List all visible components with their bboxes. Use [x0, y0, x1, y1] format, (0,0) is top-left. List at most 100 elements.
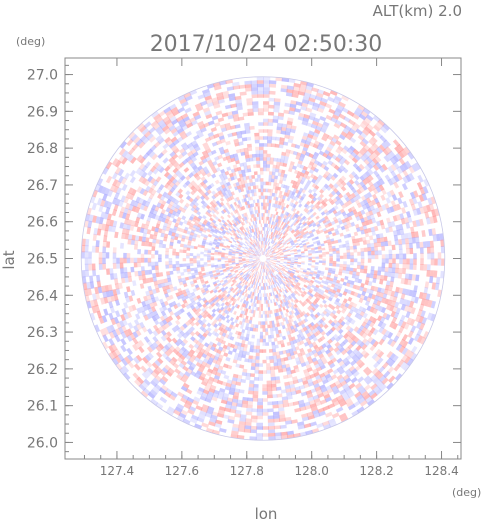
- radar-cell: [264, 265, 266, 269]
- radar-cell: [185, 190, 191, 196]
- radar-cell: [263, 160, 267, 165]
- radar-cell: [297, 264, 301, 267]
- radar-cell: [249, 261, 253, 263]
- radar-cell: [258, 216, 261, 221]
- radar-cell: [163, 233, 169, 239]
- radar-cell: [168, 258, 173, 262]
- radar-cell: [140, 257, 145, 263]
- radar-cell: [307, 221, 312, 226]
- radar-cell: [245, 259, 250, 261]
- radar-cell: [257, 209, 261, 214]
- radar-cell: [282, 248, 286, 251]
- radar-cell: [273, 229, 276, 233]
- radar-cell: [314, 279, 319, 283]
- radar-cell: [307, 250, 312, 253]
- radar-cell: [186, 255, 190, 259]
- radar-cell: [344, 224, 349, 229]
- radar-cell: [377, 242, 382, 247]
- radar-cell: [182, 323, 188, 329]
- radar-cell: [190, 267, 195, 272]
- radar-cell: [232, 297, 236, 302]
- radar-cell: [239, 241, 244, 245]
- radar-cell: [249, 254, 253, 256]
- radar-cell: [278, 276, 282, 280]
- radar-cell: [212, 219, 217, 224]
- radar-cell: [273, 255, 277, 257]
- radar-cell: [282, 202, 286, 207]
- radar-cell: [352, 284, 358, 290]
- radar-cell: [308, 253, 312, 256]
- radar-cell: [347, 215, 353, 221]
- radar-cell: [328, 246, 333, 250]
- radar-cell: [300, 251, 305, 254]
- radar-cell: [293, 299, 298, 304]
- radar-cell: [266, 255, 270, 258]
- radar-cell: [276, 215, 279, 220]
- radar-cell: [265, 253, 268, 256]
- radar-cell: [215, 235, 220, 239]
- radar-cell: [256, 254, 260, 257]
- radar-cell: [318, 254, 323, 257]
- radar-cell: [299, 267, 304, 271]
- radar-cell: [271, 269, 274, 273]
- radar-cell: [247, 230, 250, 235]
- radar-cell: [167, 280, 173, 286]
- radar-cell: [158, 258, 162, 263]
- radar-cell: [273, 362, 279, 367]
- radar-cell: [267, 213, 270, 217]
- radar-cell: [267, 303, 270, 308]
- radar-cell: [263, 265, 265, 269]
- radar-cell: [367, 258, 372, 263]
- radar-cell: [285, 266, 290, 270]
- radar-cell: [272, 164, 277, 169]
- radar-cell: [246, 274, 250, 278]
- radar-cell: [313, 180, 319, 186]
- radar-cell: [297, 190, 302, 196]
- radar-cell: [240, 206, 244, 211]
- radar-cell: [278, 350, 284, 355]
- radar-cell: [239, 346, 245, 351]
- radar-cell: [266, 237, 268, 242]
- radar-cell: [268, 296, 271, 301]
- radar-cell: [262, 412, 269, 416]
- radar-cell: [289, 201, 293, 207]
- radar-cell: [250, 251, 255, 254]
- radar-cell: [239, 162, 244, 167]
- radar-cell: [327, 272, 332, 276]
- radar-cell: [263, 237, 264, 241]
- radar-cell: [226, 224, 231, 229]
- radar-cell: [265, 244, 267, 249]
- radar-cell: [239, 227, 243, 231]
- radar-cell: [340, 320, 346, 327]
- radar-cell: [252, 259, 257, 261]
- radar-cell: [309, 232, 314, 236]
- radar-cell: [295, 283, 300, 287]
- radar-cell: [277, 257, 281, 259]
- radar-cell: [201, 289, 206, 294]
- radar-cell: [287, 303, 291, 308]
- radar-cell: [158, 254, 162, 259]
- radar-cell: [241, 225, 245, 230]
- radar-cell: [308, 258, 312, 261]
- radar-cell: [309, 281, 314, 285]
- radar-cell: [202, 229, 207, 233]
- radar-cell: [312, 211, 317, 217]
- radar-cell: [320, 272, 325, 277]
- radar-cell: [301, 319, 306, 324]
- radar-cell: [272, 203, 275, 208]
- radar-cell: [260, 286, 262, 290]
- radar-cell: [253, 270, 256, 274]
- radar-cell: [175, 292, 180, 297]
- radar-cell: [268, 262, 272, 265]
- radar-cell: [267, 251, 271, 254]
- radar-cell: [252, 101, 259, 106]
- radar-cell: [192, 224, 198, 229]
- radar-cell: [238, 219, 243, 223]
- radar-cell: [366, 273, 371, 278]
- radar-cell: [266, 249, 268, 253]
- radar-cell: [206, 228, 211, 233]
- radar-cell: [294, 290, 299, 294]
- radar-cell: [189, 258, 194, 262]
- radar-cell: [236, 292, 240, 297]
- radar-cell: [301, 215, 306, 220]
